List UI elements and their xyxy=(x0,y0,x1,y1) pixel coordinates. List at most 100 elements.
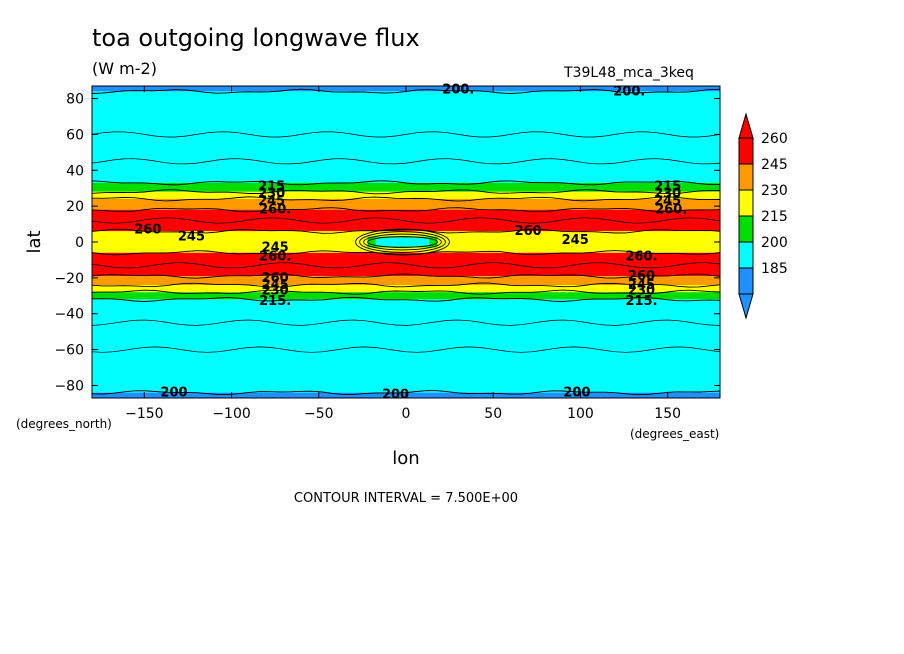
x-tick-label: 100 xyxy=(567,406,594,422)
contour-line-9 xyxy=(92,289,720,295)
y-tick-label: 20 xyxy=(66,199,84,215)
colorbar-segment xyxy=(738,241,754,269)
dataset-label: T39L48_mca_3keq xyxy=(563,65,694,81)
colorbar-segment xyxy=(738,189,754,217)
colorbar-tick-label: 215 xyxy=(761,209,788,225)
x-tick-label: 0 xyxy=(402,406,411,422)
y-axis-label: lat xyxy=(24,230,45,253)
contour-line-8 xyxy=(92,282,720,288)
band-11 xyxy=(92,299,720,393)
anomaly-contour-2 xyxy=(359,231,446,253)
contour-line-2 xyxy=(92,189,720,195)
contour-label: 260. xyxy=(259,249,291,264)
contour-label: 245 xyxy=(178,230,205,245)
band-1 xyxy=(92,91,720,183)
chart-title: toa outgoing longwave flux xyxy=(92,24,420,52)
colorbar-tick-label: 185 xyxy=(761,261,788,277)
contour-label: 230 xyxy=(628,283,655,298)
colorbar-segment xyxy=(738,137,754,165)
x-tick-label: −50 xyxy=(304,406,334,422)
contour-label: 260 xyxy=(262,271,289,286)
colorbar-segment xyxy=(738,215,754,243)
x-tick-label: 150 xyxy=(654,406,681,422)
contour-label: 245 xyxy=(562,233,589,248)
contour-label: 260. xyxy=(625,249,657,264)
contour-label: 260. xyxy=(259,203,291,218)
contour-label: 215 xyxy=(654,179,681,194)
x-tick-label: −100 xyxy=(212,406,250,422)
contour-line-3 xyxy=(92,196,720,202)
contour-extra-2 xyxy=(92,319,720,326)
contour-label: 200 xyxy=(563,386,590,401)
band-3 xyxy=(92,191,720,199)
contour-label: 230 xyxy=(258,187,285,202)
contour-extra-1 xyxy=(92,158,720,165)
y-unit-label: (degrees_north) xyxy=(16,417,112,431)
anomaly-contour-0 xyxy=(367,236,438,248)
x-axis-label: lon xyxy=(392,448,419,469)
band-7 xyxy=(92,252,720,277)
chart-units: (W m-2) xyxy=(92,59,157,78)
y-tick-label: −60 xyxy=(54,343,84,359)
y-tick-label: −20 xyxy=(54,271,84,287)
colorbar-segment xyxy=(738,163,754,191)
band-2 xyxy=(92,182,720,192)
band-5 xyxy=(92,209,720,232)
band-10 xyxy=(92,292,720,300)
band-8 xyxy=(92,276,720,286)
colorbar-over-arrow xyxy=(738,112,754,139)
anomaly-contour-3 xyxy=(355,228,450,256)
contour-line-10 xyxy=(92,296,720,302)
x-tick-label: 50 xyxy=(484,406,502,422)
y-tick-label: 0 xyxy=(75,235,84,251)
contour-label: 260. xyxy=(655,203,687,218)
band-9 xyxy=(92,285,720,293)
y-tick-label: 80 xyxy=(66,92,84,108)
contour-label: 245 xyxy=(262,278,289,293)
contour-label: 215. xyxy=(259,294,291,309)
contour-label: 215 xyxy=(258,179,285,194)
contour-line-7 xyxy=(92,273,720,279)
colorbar: 260 245 230 215 200 185 xyxy=(738,112,788,320)
contour-label: 230 xyxy=(262,283,289,298)
contour-extra-0 xyxy=(92,131,720,138)
y-tick-label: 60 xyxy=(66,127,84,143)
contour-label: 245 xyxy=(258,194,285,209)
colorbar-under-arrow xyxy=(738,293,754,320)
y-tick-label: 40 xyxy=(66,163,84,179)
anomaly-inner xyxy=(375,237,430,247)
contour-label: 260 xyxy=(134,222,161,237)
colorbar-tick-label: 200 xyxy=(761,235,788,251)
contour-extra-4 xyxy=(92,217,720,224)
x-tick-label: −150 xyxy=(125,406,163,422)
colorbar-tick-label: 260 xyxy=(761,131,788,147)
contour-label: 215. xyxy=(625,294,657,309)
colorbar-tick-label: 245 xyxy=(761,157,788,173)
contour-label: 200 xyxy=(382,387,409,402)
contour-extra-3 xyxy=(92,346,720,353)
contour-line-1 xyxy=(92,180,720,186)
contour-label: 245 xyxy=(654,194,681,209)
contour-label: 200. xyxy=(613,84,645,99)
colorbar-segment xyxy=(738,267,754,295)
contour-label: 245 xyxy=(628,278,655,293)
contour-label: 260 xyxy=(628,269,655,284)
y-tick-label: −80 xyxy=(54,378,84,394)
y-axis-ticks: −80 −60 −40 −20 0 20 40 60 80 xyxy=(54,92,720,394)
anomaly-contour-1 xyxy=(363,233,442,251)
contour-label: 245 xyxy=(262,240,289,255)
x-axis-ticks: −150 −100 −50 0 50 100 150 xyxy=(125,86,681,422)
contour-lines xyxy=(92,88,720,396)
contour-line-4 xyxy=(92,207,720,213)
contour-interval-note: CONTOUR INTERVAL = 7.500E+00 xyxy=(294,491,518,506)
y-tick-label: −40 xyxy=(54,307,84,323)
colorbar-tick-label: 230 xyxy=(761,183,788,199)
contour-label: 230 xyxy=(654,187,681,202)
contour-label: 200 xyxy=(160,386,187,401)
contour-extra-5 xyxy=(92,262,720,269)
band-4 xyxy=(92,198,720,210)
contour-label: 200. xyxy=(442,83,474,98)
contour-label: 260 xyxy=(515,224,542,239)
